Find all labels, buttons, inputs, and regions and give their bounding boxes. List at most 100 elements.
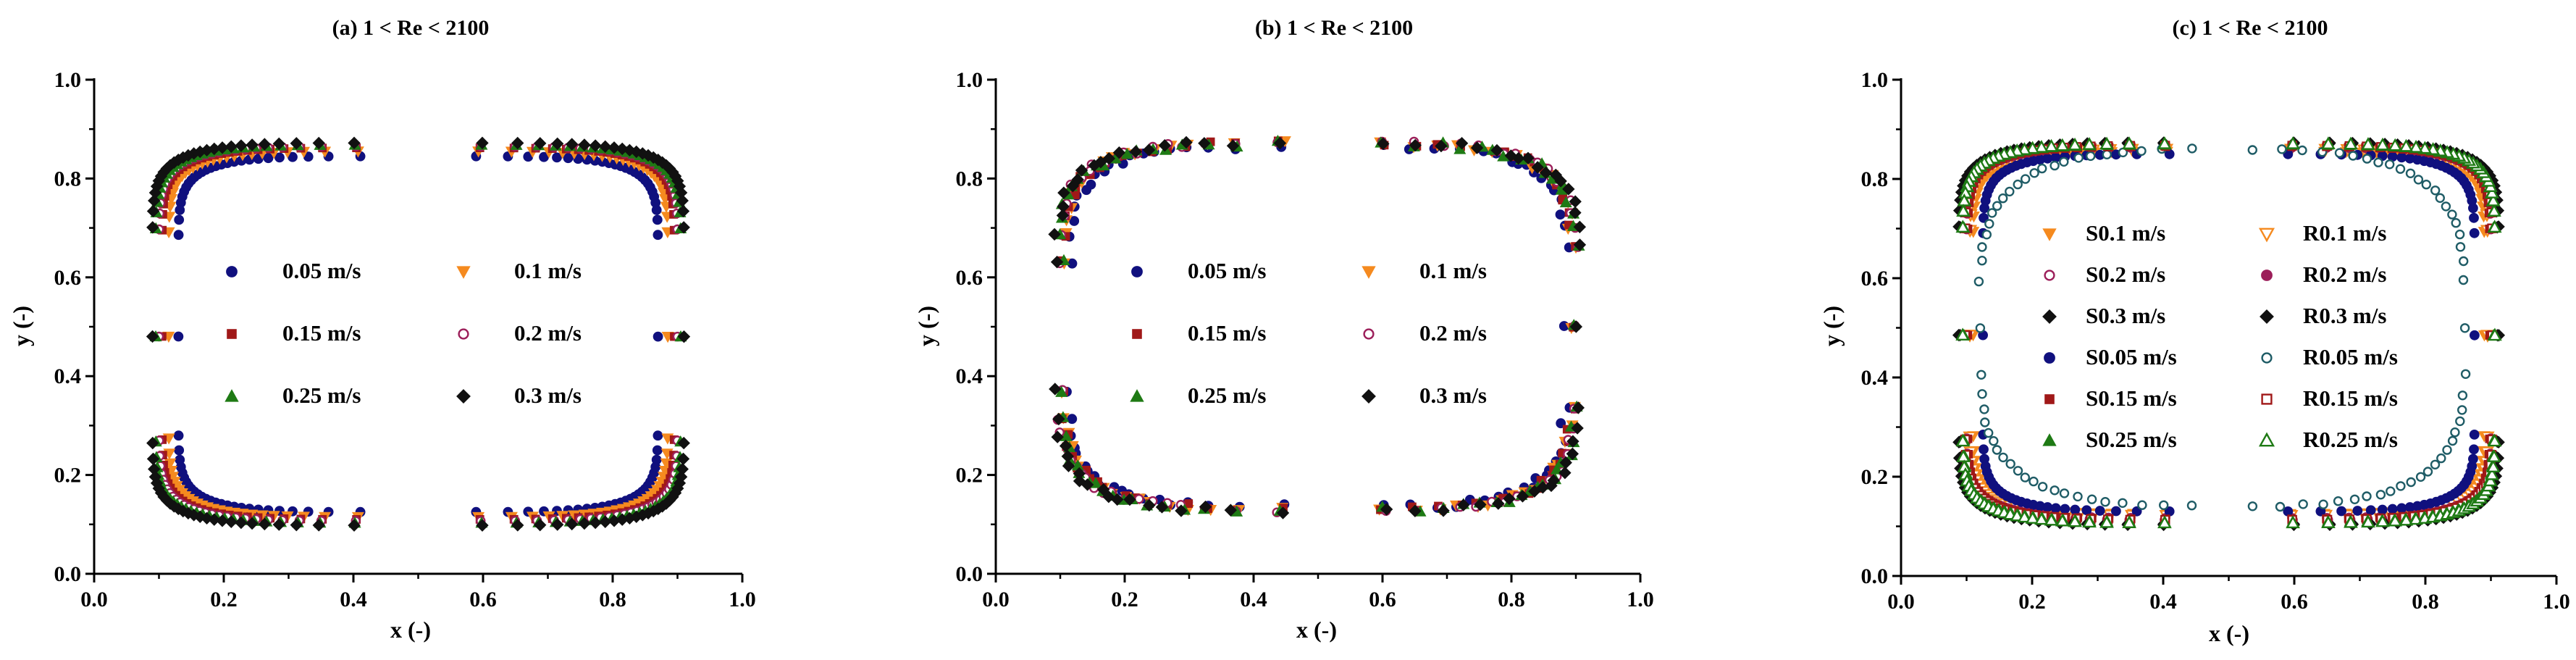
data-point [1129,145,1142,159]
data-point [2005,186,2015,197]
data-point [2068,514,2082,527]
series-11-points [1955,136,2502,529]
data-point [2469,444,2479,455]
data-point [1983,427,1994,438]
panel-c-points [1952,136,2506,532]
panel-a-title: (a) 1 < Re < 2100 [332,16,490,40]
data-point [1062,459,1075,472]
legend-item: S0.3 m/s [2042,303,2165,328]
data-point [1979,444,1989,455]
data-point [208,513,221,526]
legend-marker [2258,432,2275,447]
legend-item: S0.2 m/s [2044,262,2165,287]
series-3-points [1052,136,1583,517]
data-point [552,152,562,163]
series-1-points [1963,143,2495,523]
data-point [2447,209,2457,220]
data-point [2082,137,2097,150]
legend-marker [1363,328,1375,340]
legend-label: R0.05 m/s [2303,344,2398,369]
legend-item: R0.2 m/s [2261,262,2386,287]
data-point [1992,201,2002,211]
data-point [2405,168,2416,179]
data-point [1573,238,1587,251]
data-point [1226,139,1240,152]
data-point [2050,503,2061,514]
data-point [2388,138,2403,151]
data-point [1977,389,1987,399]
data-point [2042,502,2053,512]
data-point [2469,330,2480,341]
panel-b-title: (b) 1 < Re < 2100 [1255,16,1413,40]
x-tick-label: 0.8 [599,588,626,611]
legend-label: 0.1 m/s [1419,258,1487,283]
data-point [2485,193,2501,206]
data-point [2017,142,2032,155]
data-point [1175,504,1188,517]
data-point [2386,486,2396,496]
panel-a-xlabel: x (-) [390,617,431,643]
legend-marker [1132,329,1142,339]
x-tick-label: 0.4 [340,588,367,611]
data-point [1566,435,1579,448]
data-point [2050,160,2060,171]
legend-label: R0.15 m/s [2303,385,2398,411]
data-point [1558,466,1572,480]
legend-item: 0.05 m/s [1131,258,1267,283]
data-point [216,514,229,527]
data-point [1955,433,1971,447]
legend-label: 0.2 m/s [514,320,582,346]
data-point [1516,490,1530,503]
data-point [2131,506,2142,517]
data-point [1470,141,1484,154]
legend-label: 0.3 m/s [1419,383,1487,408]
legend-marker [2044,352,2055,364]
data-point [653,331,663,342]
data-point [2297,145,2307,156]
panel-a-axes: 0.0 0.2 0.4 0.6 0.8 1.0 0.0 0.2 0.4 0.6 0.8 1.0 [54,68,756,611]
data-point [2487,204,2501,217]
data-point [2361,137,2375,150]
data-point [2318,499,2328,509]
data-point [1569,206,1582,220]
data-point [258,138,272,151]
data-point [216,141,229,154]
y-tick-label: 0.8 [54,167,82,191]
data-point [2277,144,2287,154]
data-point [1276,506,1290,519]
data-point [2298,499,2308,509]
data-point [2050,485,2060,496]
data-point [1973,276,1984,287]
legend-label: 0.05 m/s [1188,258,1267,283]
legend-label: S0.25 m/s [2086,427,2177,452]
legend-marker [2261,393,2273,405]
data-point [272,137,285,151]
legend-marker [1362,389,1376,404]
data-point [1143,498,1156,512]
data-point [1057,186,1070,199]
legend-item: R0.25 m/s [2258,427,2398,452]
data-point [2365,505,2376,516]
data-point [2467,454,2478,464]
data-point [1976,369,1986,380]
data-point [1455,137,1469,150]
data-point [1977,242,1987,252]
legend-marker [227,329,237,339]
data-point [1492,497,1505,510]
series-3-points [1958,141,2499,525]
legend-label: 0.1 m/s [514,258,582,283]
data-point [2059,156,2069,167]
data-point [174,445,185,456]
data-point [2013,179,2023,190]
data-point [2118,498,2128,508]
data-point [674,470,688,483]
legend-marker [225,389,239,402]
data-point [1409,504,1422,518]
data-point [2442,445,2452,455]
data-point [2396,481,2406,491]
data-point [2034,511,2049,525]
data-point [676,452,690,466]
data-point [1377,137,1390,151]
legend-label: 0.25 m/s [282,383,361,408]
legend-item: 0.2 m/s [458,320,582,346]
